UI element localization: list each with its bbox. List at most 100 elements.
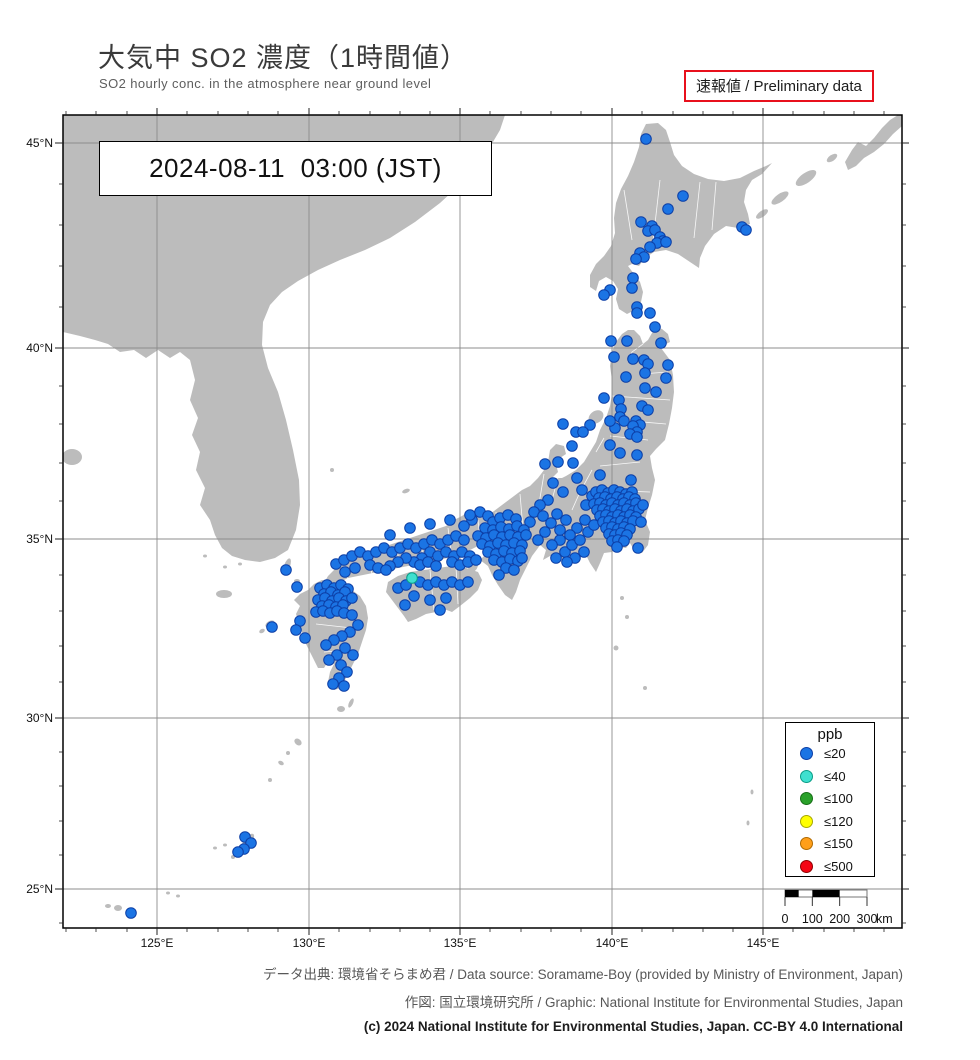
- station-dot-le20: [554, 524, 566, 536]
- legend-row: ≤40: [786, 766, 874, 789]
- island: [223, 565, 227, 569]
- landmass: [63, 115, 505, 562]
- latitude-tick-label: 25°N: [26, 882, 53, 896]
- station-dot-le20: [323, 654, 335, 666]
- island: [203, 554, 207, 558]
- station-dot-le20: [339, 566, 351, 578]
- station-dot-le20: [644, 307, 656, 319]
- station-dot-le20: [299, 632, 311, 644]
- island: [337, 706, 345, 712]
- island: [213, 846, 217, 850]
- prefecture-border: [651, 179, 661, 251]
- station-dot-le20: [470, 554, 482, 566]
- preliminary-data-badge: 速報値 / Preliminary data: [684, 70, 874, 102]
- station-dot-le20: [125, 907, 137, 919]
- legend-dot-icon: [800, 747, 813, 760]
- legend-label: ≤120: [824, 813, 853, 829]
- legend-label: ≤500: [824, 858, 853, 874]
- station-dot-le20: [594, 469, 606, 481]
- legend-rows: ≤20 ≤40 ≤100 ≤120 ≤150 ≤500: [786, 743, 874, 878]
- landmass: [845, 115, 902, 170]
- footer-data-source: データ出典: 環境省そらまめ君 / Data source: Soramame-…: [263, 967, 903, 982]
- map-frame: [62, 114, 903, 929]
- island: [625, 615, 629, 619]
- station-dot-le20: [564, 529, 576, 541]
- prefecture-border: [595, 437, 605, 453]
- station-dot-le20: [444, 514, 456, 526]
- station-dot-le20: [639, 367, 651, 379]
- island: [259, 628, 265, 634]
- station-dot-le20: [280, 564, 292, 576]
- station-dot-le20: [458, 520, 470, 532]
- page-title: 大気中 SO2 濃度（1時間値）: [98, 43, 469, 73]
- latitude-tick-label: 30°N: [26, 711, 53, 725]
- station-dot-le20: [539, 526, 551, 538]
- island: [223, 843, 227, 847]
- station-dot-le20: [660, 236, 672, 248]
- scalebar-label: 300: [857, 912, 878, 926]
- legend-dot-icon: [800, 814, 813, 828]
- station-dot-le20: [614, 447, 626, 459]
- footer-copyright: (c) 2024 National Institute for Environm…: [363, 1019, 903, 1034]
- station-dot-le20: [631, 431, 643, 443]
- legend-dot-icon: [800, 837, 813, 850]
- island: [643, 686, 647, 690]
- scalebar-segment: [785, 890, 799, 897]
- station-dot-le20: [524, 516, 536, 528]
- legend-dot-icon: [800, 859, 813, 873]
- longitude-tick-label: 125°E: [141, 936, 174, 950]
- station-dot-le20: [539, 458, 551, 470]
- station-dot-le20: [677, 190, 689, 202]
- station-dot-le20: [650, 386, 662, 398]
- station-dot-le20: [434, 604, 446, 616]
- longitude-tick-label: 130°E: [293, 936, 326, 950]
- island: [238, 562, 242, 566]
- longitude-tick-label: 140°E: [596, 936, 629, 950]
- station-dot-le20: [339, 642, 351, 654]
- legend-title: ppb: [817, 726, 843, 743]
- station-dot-le20: [626, 282, 638, 294]
- station-dot-le20: [550, 552, 562, 564]
- station-dot-le20: [493, 569, 505, 581]
- prefecture-border: [623, 189, 633, 241]
- station-dot-le20: [552, 456, 564, 468]
- station-dot-le20: [346, 609, 358, 621]
- station-dot-le20: [346, 592, 358, 604]
- legend-row: ≤120: [786, 811, 874, 834]
- station-dot-le20: [567, 457, 579, 469]
- station-dot-le20: [577, 426, 589, 438]
- station-dot-le20: [464, 509, 476, 521]
- station-dot-le20: [327, 678, 339, 690]
- station-dot-le20: [627, 272, 639, 284]
- station-dot-le20: [440, 592, 452, 604]
- station-dot-le20: [655, 337, 667, 349]
- longitude-tick-label: 135°E: [444, 936, 477, 950]
- station-dot-le20: [574, 534, 586, 546]
- station-dot-le20: [631, 449, 643, 461]
- prefecture-border: [711, 181, 717, 231]
- station-dot-le20: [649, 321, 661, 333]
- station-dot-le20: [561, 556, 573, 568]
- station-dot-le20: [545, 517, 557, 529]
- station-dot-le20: [604, 415, 616, 427]
- station-dot-le20: [380, 564, 392, 576]
- station-dot-le20: [660, 372, 672, 384]
- latitude-tick-label: 35°N: [26, 532, 53, 546]
- station-dot-le20: [740, 224, 752, 236]
- station-dot-le20: [598, 289, 610, 301]
- station-dot-le20: [578, 546, 590, 558]
- station-dot-le20: [352, 619, 364, 631]
- station-dot-le20: [408, 590, 420, 602]
- station-dot-le20: [557, 486, 569, 498]
- legend-row: ≤150: [786, 833, 874, 856]
- scalebar-segment: [812, 890, 840, 897]
- station-dot-le20: [537, 510, 549, 522]
- station-dot-le20: [560, 514, 572, 526]
- station-dot-le20: [611, 541, 623, 553]
- station-dot-le20: [571, 522, 583, 534]
- station-dot-le20: [232, 846, 244, 858]
- island: [348, 698, 354, 708]
- legend-dot-icon: [800, 769, 813, 783]
